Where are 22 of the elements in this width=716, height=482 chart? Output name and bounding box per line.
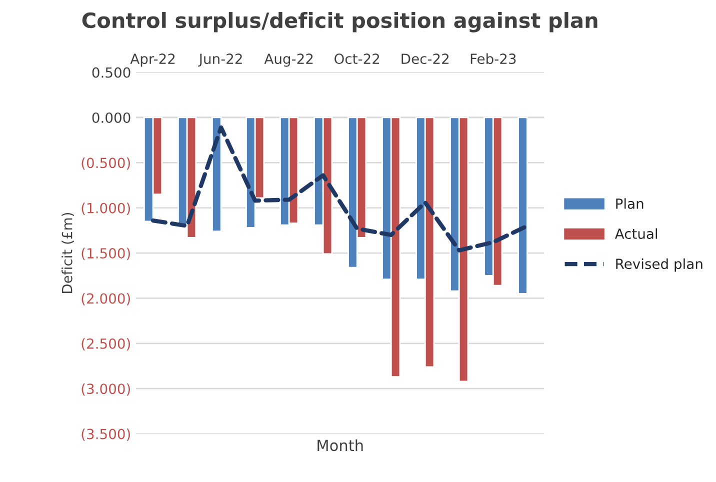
x-tick-label: Dec-22 — [402, 54, 449, 64]
y-tick-label: (2.000) — [82, 292, 130, 306]
y-tick-label: 0.000 — [92, 112, 130, 123]
x-tick-label: Jun-22 — [198, 54, 242, 67]
legend-label: Actual — [614, 228, 658, 240]
y-tick-label: 0.500 — [92, 67, 130, 78]
y-tick-label: (2.500) — [82, 338, 130, 351]
legend-label: Plan — [616, 198, 644, 209]
line-series — [150, 125, 530, 252]
x-tick-label: Oct-22 — [334, 54, 380, 64]
legend-label: Revised plan — [616, 258, 702, 272]
y-tick-label: (3.000) — [82, 383, 130, 396]
y-tick-label: (1.000) — [82, 202, 130, 215]
chart-title: Control surplus/deficit position against plan — [82, 12, 598, 32]
x-axis-title: Month — [318, 439, 363, 452]
x-tick-label: Feb-23 — [470, 53, 516, 64]
y-tick-label: (3.500) — [82, 428, 130, 441]
x-tick-label: Apr-22 — [130, 54, 175, 67]
x-tick-label: Aug-22 — [264, 54, 313, 67]
y-axis-title: Deficit (£m) — [62, 212, 74, 293]
y-tick-label: (1.500) — [82, 248, 130, 260]
y-tick-label: (0.500) — [82, 157, 130, 170]
